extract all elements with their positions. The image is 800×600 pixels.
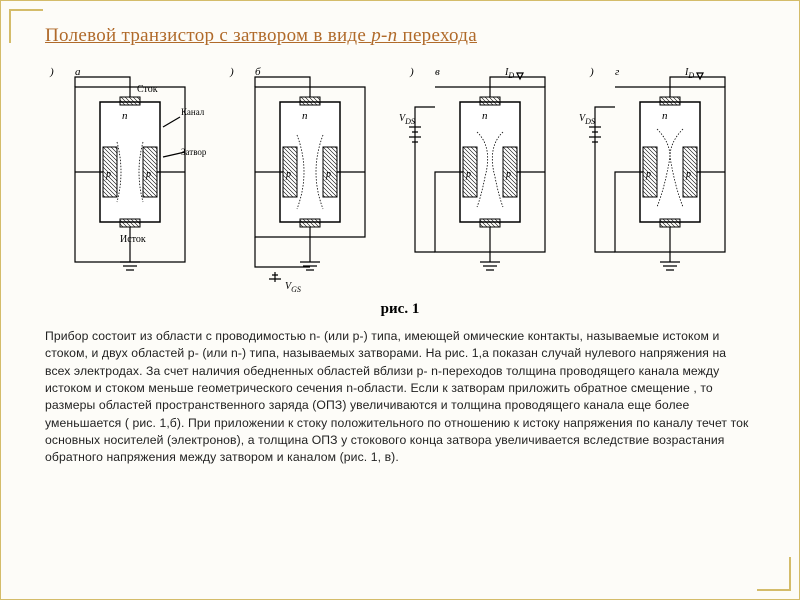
panel-a: а ) n p p xyxy=(49,66,207,270)
figure-caption: рис. 1 xyxy=(45,301,755,318)
svg-text:n: n xyxy=(482,110,488,122)
panel-label-a: а xyxy=(75,66,81,78)
svg-text:VDS: VDS xyxy=(579,113,595,126)
svg-text:Исток: Исток xyxy=(120,234,146,245)
panel-b: б ) n p p VGS xyxy=(229,66,365,294)
panel-d: г ) ID n p p VDS xyxy=(579,66,725,270)
title-text-post: перехода xyxy=(397,25,477,46)
svg-text:ID: ID xyxy=(684,67,694,80)
svg-text:): ) xyxy=(409,66,414,78)
svg-text:Сток: Сток xyxy=(137,84,158,95)
svg-text:VDS: VDS xyxy=(399,113,415,126)
figure: а ) n p p xyxy=(45,57,755,297)
svg-text:): ) xyxy=(229,66,234,78)
page: Полевой транзистор с затвором в виде p-n… xyxy=(0,0,800,600)
corner-ornament-br xyxy=(757,557,791,591)
panel-c: в ) ID n p p xyxy=(399,66,545,270)
panel-label-c: в xyxy=(435,66,440,78)
panel-label-d: г xyxy=(615,66,620,78)
figure-svg: а ) n p p xyxy=(45,57,745,297)
svg-text:): ) xyxy=(49,66,54,78)
panel-label-b: б xyxy=(255,66,261,78)
svg-text:p: p xyxy=(325,169,331,180)
svg-text:VGS: VGS xyxy=(285,281,301,294)
svg-text:Канал: Канал xyxy=(181,107,205,117)
title-text-pre: Полевой транзистор с затвором в виде xyxy=(45,25,371,46)
svg-text:n: n xyxy=(662,110,668,122)
page-title: Полевой транзистор с затвором в виде p-n… xyxy=(45,25,755,47)
svg-text:p: p xyxy=(505,169,511,180)
corner-ornament-tl xyxy=(9,9,43,43)
svg-text:p: p xyxy=(145,169,151,180)
title-text-ital: p-n xyxy=(371,25,397,46)
svg-text:n: n xyxy=(122,110,128,122)
svg-text:ID: ID xyxy=(504,67,514,80)
svg-text:p: p xyxy=(685,169,691,180)
svg-text:): ) xyxy=(589,66,594,78)
svg-text:p: p xyxy=(285,169,291,180)
svg-text:n: n xyxy=(302,110,308,122)
svg-text:p: p xyxy=(645,169,651,180)
svg-text:Затвор: Затвор xyxy=(181,147,207,157)
body-paragraph: Прибор состоит из области с проводимость… xyxy=(45,328,755,467)
svg-text:p: p xyxy=(465,169,471,180)
svg-text:p: p xyxy=(105,169,111,180)
